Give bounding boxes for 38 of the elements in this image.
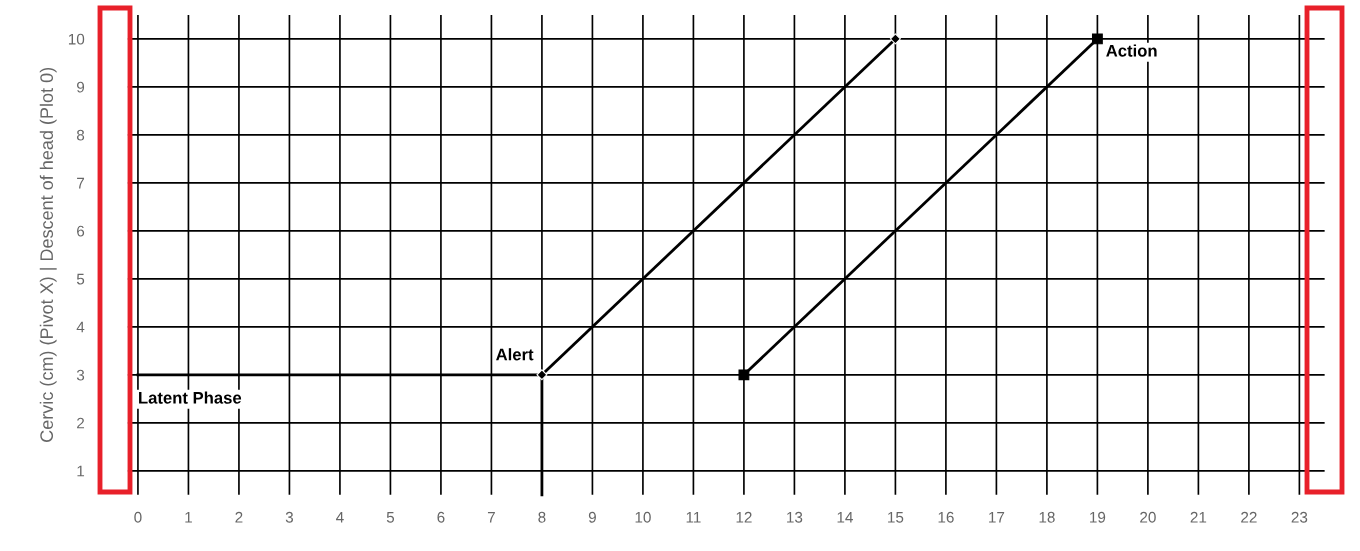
y-tick-label: 10 <box>68 33 85 45</box>
x-tick-label: 20 <box>1140 511 1156 523</box>
y-tick-label: 5 <box>76 273 85 285</box>
y-axis-title: Cervic (cm) (Pivot X) | Descent of head (Plot 0) <box>39 67 57 442</box>
x-tick-label: 16 <box>938 511 954 523</box>
x-tick-label: 8 <box>538 511 546 523</box>
series-label: Alert <box>496 348 534 361</box>
x-tick-label: 9 <box>588 511 596 523</box>
x-tick-label: 10 <box>635 511 651 523</box>
x-tick-label: 7 <box>487 512 495 523</box>
x-tick-label: 22 <box>1241 511 1257 523</box>
series-label: Latent Phase <box>139 391 242 404</box>
x-tick-label: 14 <box>837 512 853 523</box>
y-tick-label: 7 <box>77 177 85 189</box>
x-tick-label: 1 <box>185 512 192 523</box>
x-tick-label: 15 <box>888 512 904 523</box>
x-tick-label: 0 <box>134 511 142 523</box>
x-tick-label: 5 <box>386 512 395 523</box>
x-tick-label: 18 <box>1039 511 1055 523</box>
y-tick-label: 6 <box>77 225 85 237</box>
x-tick-label: 6 <box>437 511 445 523</box>
y-tick-label: 4 <box>76 321 85 333</box>
x-tick-label: 13 <box>787 511 803 523</box>
y-tick-label: 1 <box>77 465 85 477</box>
y-tick-label: 9 <box>77 81 85 93</box>
x-tick-label: 3 <box>285 511 294 523</box>
series-label: Action <box>1106 44 1157 57</box>
x-tick-label: 23 <box>1291 511 1308 523</box>
x-tick-label: 17 <box>989 512 1005 523</box>
x-tick-label: 2 <box>235 511 243 523</box>
x-tick-label: 11 <box>686 512 701 523</box>
y-tick-label: 3 <box>76 369 85 381</box>
x-tick-label: 19 <box>1090 511 1106 523</box>
x-tick-label: 12 <box>736 511 752 523</box>
x-tick-label: 4 <box>336 512 344 523</box>
x-tick-label: 21 <box>1190 511 1207 523</box>
y-tick-label: 8 <box>76 129 85 141</box>
y-tick-label: 2 <box>77 417 85 429</box>
